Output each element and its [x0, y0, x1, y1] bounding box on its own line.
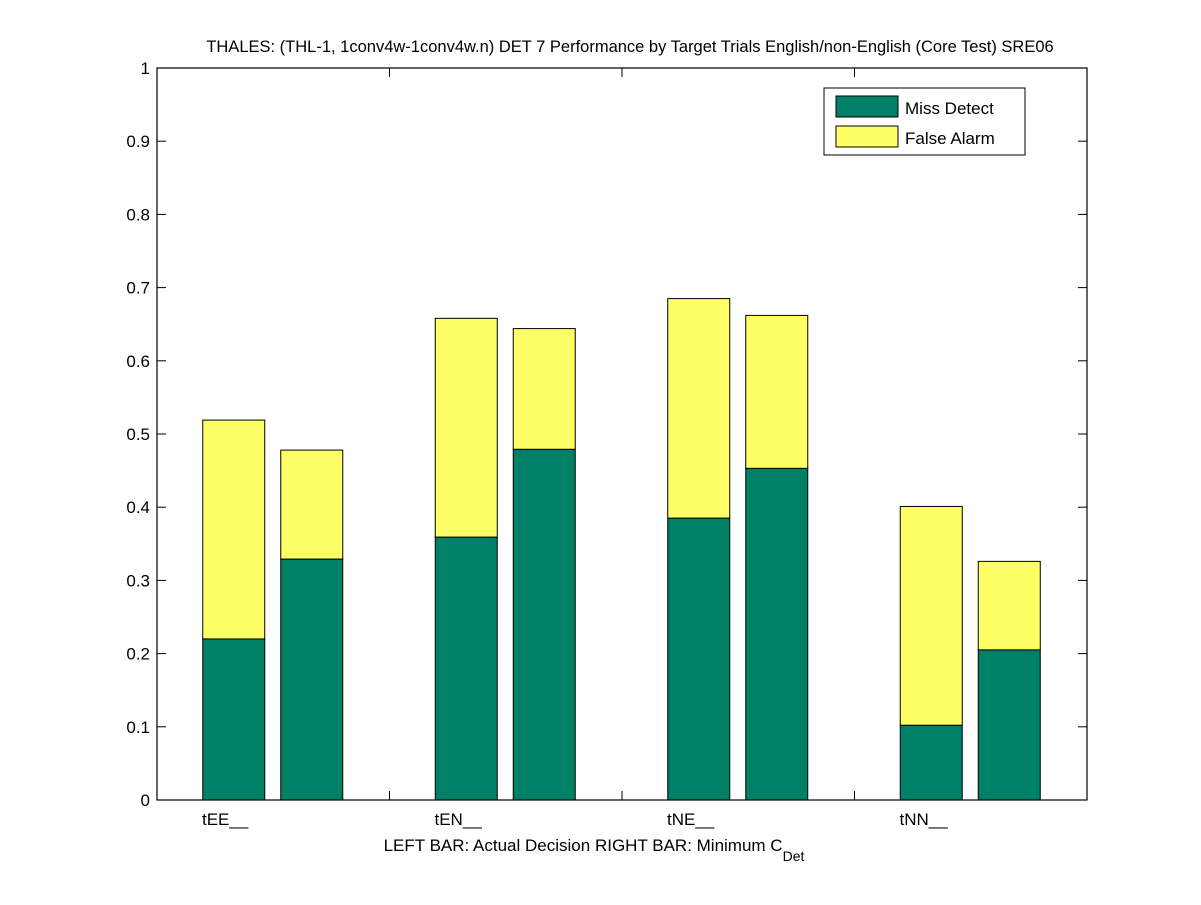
- y-tick-label: 0.4: [126, 498, 150, 517]
- y-ticks-group: 0 0.1 0.2 0.3 0.4 0.5 0.6 0.7 0.8 0.9 1: [126, 59, 1087, 810]
- chart-title: THALES: (THL-1, 1conv4w-1conv4w.n) DET 7…: [206, 38, 1053, 56]
- bar-miss-detect-tNN-actual: [899, 724, 963, 801]
- bar-miss-detect-tNE-minimum: [745, 467, 809, 801]
- x-ticks-group: [389, 68, 855, 800]
- legend: Miss Detect False Alarm: [823, 87, 1026, 156]
- category-label: tEE__: [202, 810, 249, 829]
- y-tick-label: 0.5: [126, 425, 150, 444]
- category-label: tNE__: [667, 810, 715, 829]
- y-tick-label: 0.7: [126, 279, 150, 298]
- bar-false-alarm-tEE-minimum: [280, 449, 344, 560]
- bar-false-alarm-tNE-minimum: [745, 314, 809, 469]
- y-tick-label: 0.6: [126, 352, 150, 371]
- y-tick-label: 0: [141, 791, 150, 810]
- bar-miss-detect-tEN-actual: [434, 536, 498, 801]
- bar-miss-detect-tNN-minimum: [977, 649, 1041, 801]
- legend-label-miss-detect: Miss Detect: [905, 99, 994, 118]
- legend-label-false-alarm: False Alarm: [905, 129, 995, 148]
- x-label-left: LEFT BAR: Actual Decision: [384, 836, 591, 855]
- y-tick-label: 1: [141, 59, 150, 78]
- bar-false-alarm-tEN-minimum: [512, 328, 576, 450]
- bar-false-alarm-tNE-actual: [667, 298, 731, 519]
- bar-false-alarm-tNN-actual: [899, 505, 963, 726]
- bar-miss-detect-tEN-minimum: [512, 448, 576, 801]
- bar-false-alarm-tEN-actual: [434, 317, 498, 538]
- legend-swatch-miss-detect: [835, 95, 899, 118]
- bar-false-alarm-tEE-actual: [202, 419, 266, 640]
- x-label-right: RIGHT BAR: Minimum C: [595, 836, 783, 855]
- bar-miss-detect-tNE-actual: [667, 517, 731, 801]
- y-tick-label: 0.3: [126, 571, 150, 590]
- bars-group: [202, 298, 1041, 801]
- bar-false-alarm-tNN-minimum: [977, 560, 1041, 651]
- bar-miss-detect-tEE-actual: [202, 638, 266, 801]
- y-tick-label: 0.9: [126, 132, 150, 151]
- x-label-subscript: Det: [783, 848, 805, 864]
- y-tick-label: 0.8: [126, 205, 150, 224]
- y-tick-label: 0.2: [126, 645, 150, 664]
- category-labels-group: tEE__ tEN__ tNE__ tNN__: [202, 810, 948, 829]
- category-label: tEN__: [435, 810, 483, 829]
- y-tick-label: 0.1: [126, 718, 150, 737]
- bar-miss-detect-tEE-minimum: [280, 558, 344, 801]
- category-label: tNN__: [900, 810, 949, 829]
- legend-swatch-false-alarm: [835, 125, 899, 148]
- x-axis-label: LEFT BAR: Actual Decision RIGHT BAR: Min…: [384, 836, 805, 864]
